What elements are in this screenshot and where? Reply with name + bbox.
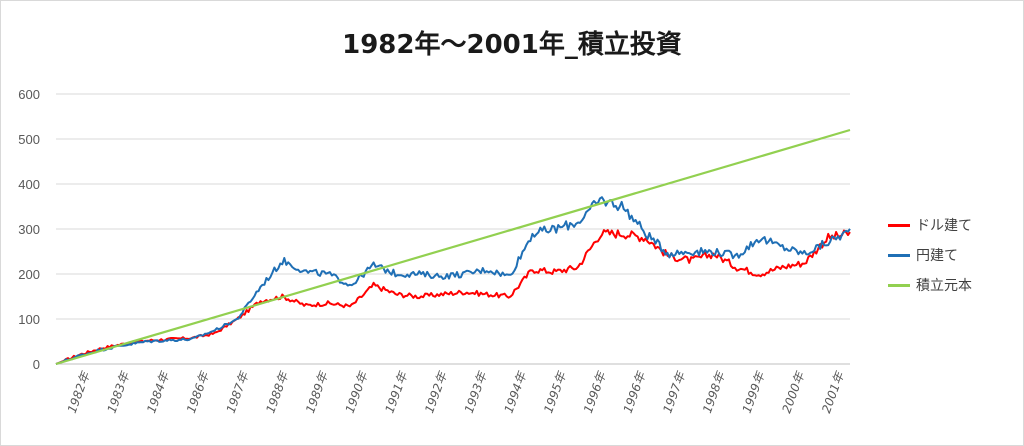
y-tick-label: 200: [18, 267, 40, 282]
x-tick-label: 1995年: [541, 368, 569, 415]
legend-label-yen: 円建て: [916, 248, 958, 264]
legend-label-principal: 積立元本: [916, 278, 972, 294]
y-tick-label: 400: [18, 177, 40, 192]
x-tick-label: 1990年: [343, 368, 371, 415]
x-tick-label: 1993年: [462, 368, 490, 415]
y-tick-label: 300: [18, 222, 40, 237]
x-tick-label: 1996年: [621, 368, 649, 415]
x-tick-label: 1994年: [502, 368, 530, 415]
chart-title: 1982年～2001年_積立投資: [342, 30, 682, 60]
series-line-yen: [55, 196, 851, 365]
y-tick-label: 600: [18, 87, 40, 102]
legend-item-dollar: ドル建て: [888, 210, 1018, 240]
legend: ドル建て 円建て 積立元本: [888, 210, 1018, 300]
legend-label-dollar: ドル建て: [916, 218, 972, 234]
legend-swatch-dollar: [888, 223, 910, 227]
x-tick-label: 1982年: [65, 368, 93, 415]
x-axis-ticks: 1982年 1983年 1984年 1986年 1987年 1988年 1989年 1990年…: [65, 368, 848, 415]
series-line-principal: [55, 128, 851, 366]
series-line-dollar: [55, 229, 851, 365]
x-tick-label: 1992年: [422, 368, 450, 415]
y-tick-label: 500: [18, 132, 40, 147]
legend-swatch-principal: [888, 283, 910, 287]
x-tick-label: 1991年: [382, 368, 410, 415]
legend-item-principal: 積立元本: [888, 270, 1018, 300]
x-tick-label: 1997年: [660, 368, 688, 415]
y-tick-label: 0: [33, 357, 40, 372]
x-tick-label: 1989年: [303, 368, 331, 415]
x-tick-label: 1984年: [144, 368, 172, 415]
gridlines: [56, 93, 850, 365]
x-tick-label: 1998年: [700, 368, 728, 415]
x-tick-label: 2000年: [779, 368, 807, 415]
y-axis-ticks: 0 100 200 300 400 500 600: [18, 87, 40, 372]
legend-item-yen: 円建て: [888, 240, 1018, 270]
legend-swatch-yen: [888, 253, 910, 257]
x-tick-label: 1986年: [184, 368, 212, 415]
x-tick-label: 1983年: [105, 368, 133, 415]
x-tick-label: 1999年: [740, 368, 768, 415]
series-lines: [55, 128, 851, 366]
y-tick-label: 100: [18, 312, 40, 327]
x-tick-label: 1988年: [263, 368, 291, 415]
x-tick-label: 1987年: [224, 368, 252, 415]
x-tick-label: 2001年: [819, 368, 847, 415]
x-tick-label: 1996年: [581, 368, 609, 415]
